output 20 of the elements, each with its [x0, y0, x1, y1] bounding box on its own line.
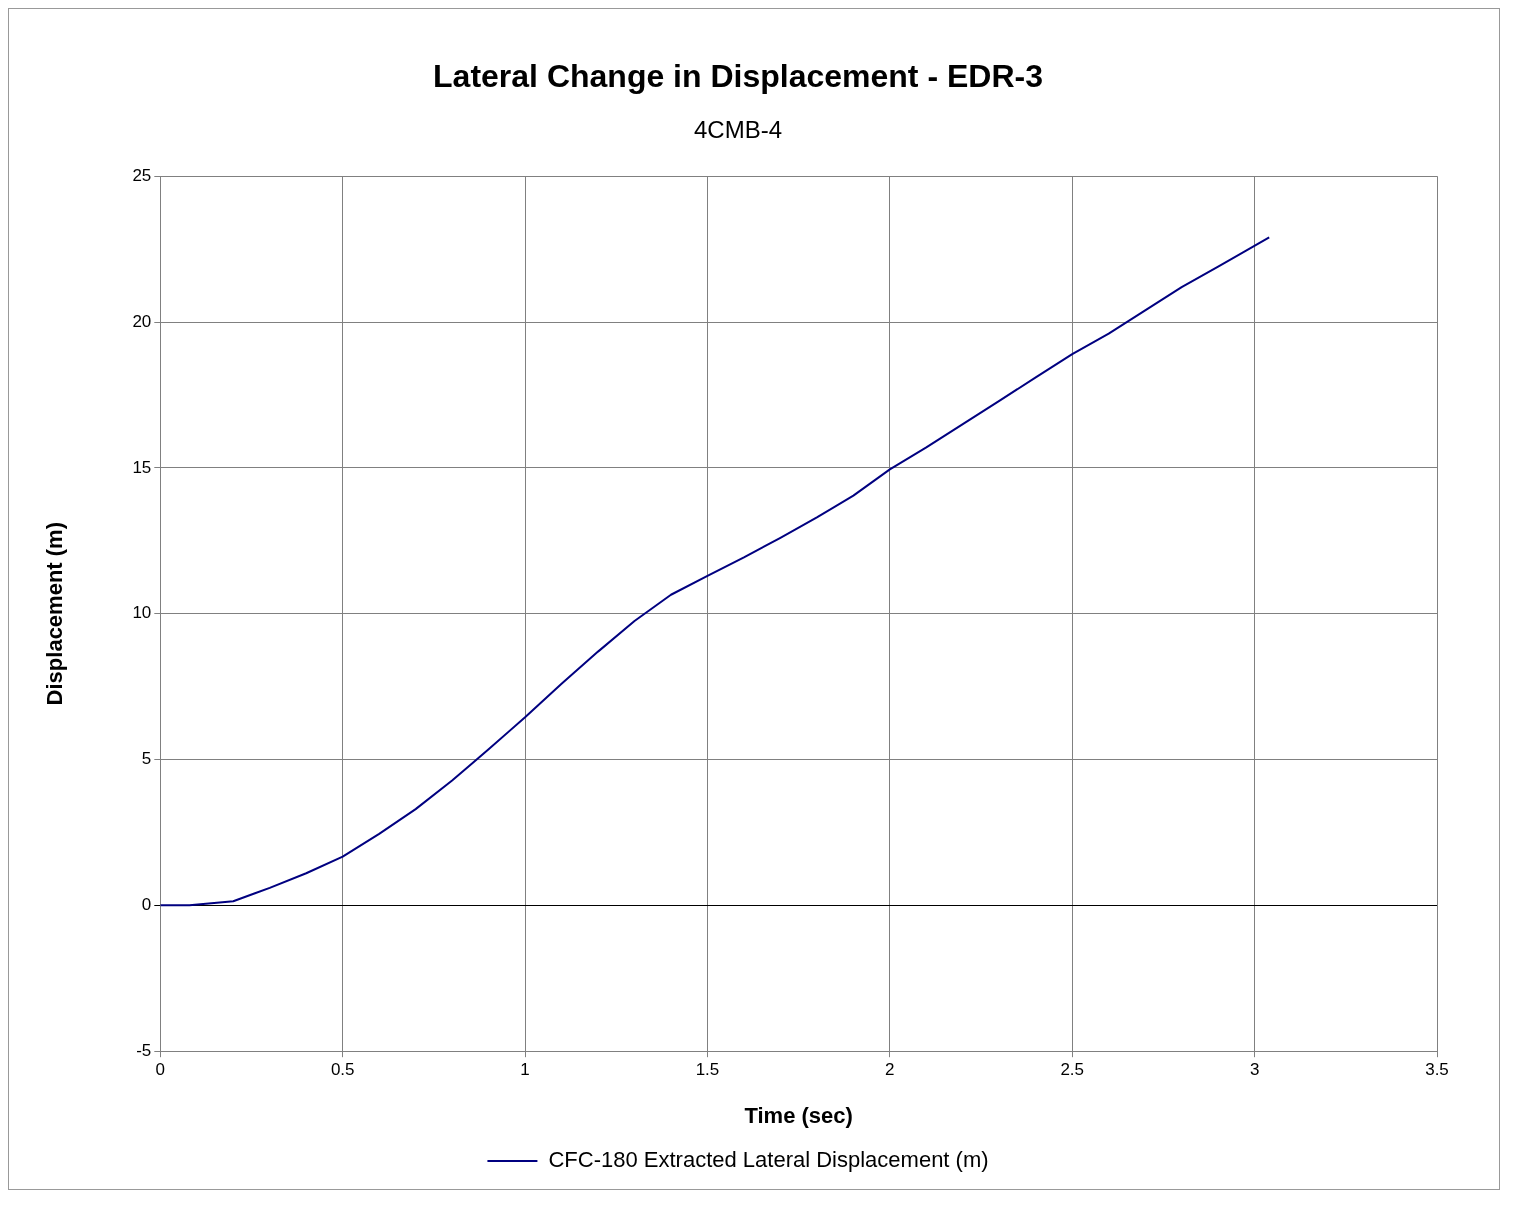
x-tick-label: 2.5: [1060, 1060, 1085, 1080]
legend-label: CFC-180 Extracted Lateral Displacement (m): [548, 1147, 989, 1173]
y-axis-title: Displacement (m): [42, 522, 68, 706]
x-tick-label: 3: [1249, 1060, 1260, 1080]
x-tick-label: 1.5: [695, 1060, 720, 1080]
y-tick-label: 0: [141, 895, 152, 915]
chart-title: Lateral Change in Displacement - EDR-3: [433, 58, 1043, 95]
y-tick-label: 5: [141, 749, 152, 769]
x-tick-label: 3.5: [1425, 1060, 1449, 1080]
y-tick-label: 20: [132, 311, 152, 331]
chart-subtitle: 4CMB-4: [693, 116, 783, 144]
y-tick-label: 15: [132, 457, 152, 477]
y-tick-label: -5: [136, 1040, 152, 1060]
x-tick-label: 1: [520, 1060, 530, 1080]
x-tick-label: 0.5: [330, 1060, 355, 1080]
y-tick-label: 25: [132, 165, 152, 185]
x-axis-title: Time (sec): [744, 1102, 853, 1128]
x-tick-label: 2: [885, 1060, 895, 1080]
y-tick-label: 10: [132, 603, 152, 623]
x-tick-label: 0: [155, 1060, 166, 1080]
